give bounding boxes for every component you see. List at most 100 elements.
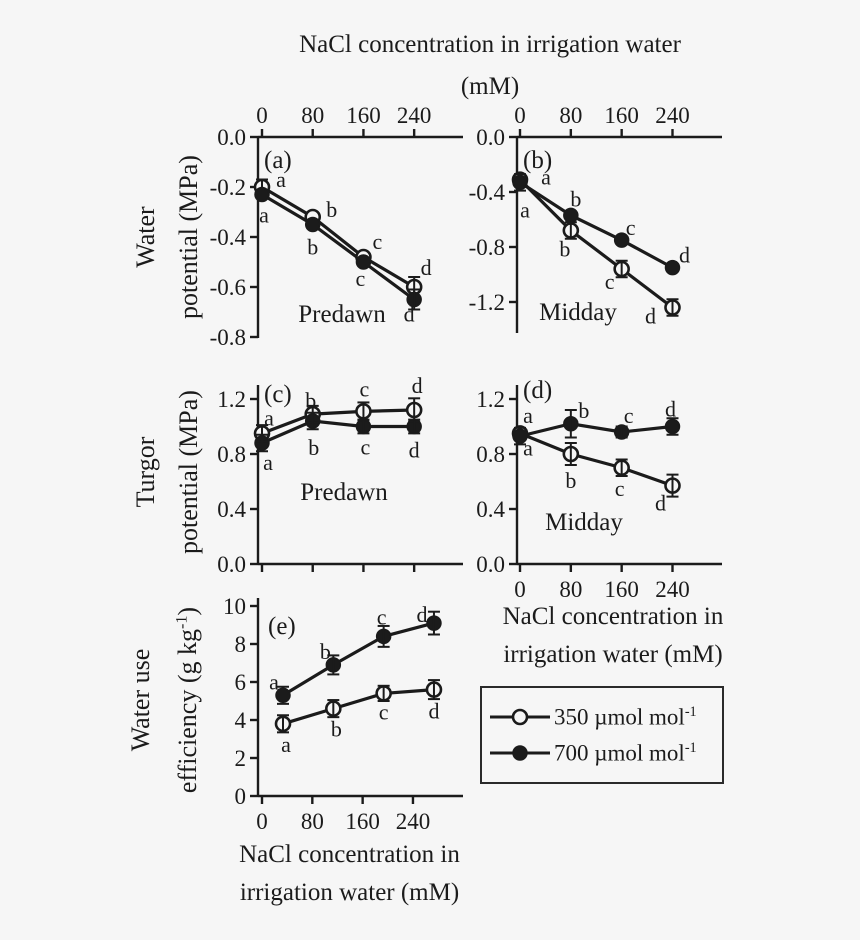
sig-letter: d <box>655 491 666 516</box>
time-of-day-label: Predawn <box>298 301 386 328</box>
sig-letter: d <box>428 699 439 724</box>
legend-label-700-superscript: -1 <box>684 739 697 756</box>
ylabel-wue-line2-close: ) <box>173 606 202 616</box>
panel-letter-label: (c) <box>264 381 292 408</box>
data-point-filled <box>613 232 630 248</box>
sig-letter: b <box>320 639 331 664</box>
series-line-350 <box>261 408 415 435</box>
time-of-day-label: Midday <box>545 509 623 536</box>
legend-row-350: 350 µmol mol-1 <box>489 704 722 731</box>
ylabel-turgor-potential-line1: Turgor <box>131 436 160 508</box>
sig-letter: c <box>605 269 615 294</box>
top-axis-title-line1: NaCl concentration in irrigation water <box>299 31 681 58</box>
sig-letter: a <box>523 435 533 460</box>
series-line-700 <box>519 181 674 270</box>
y-tick-label: 10 <box>223 594 246 619</box>
sig-letter: b <box>331 717 342 742</box>
x-tick-label: 0 <box>514 103 526 128</box>
xlabel-bottom-line1: NaCl concentration in <box>239 841 460 868</box>
series-line-700 <box>519 422 673 438</box>
sig-letter: c <box>360 376 370 401</box>
sig-letter: d <box>416 602 427 627</box>
panel-letter-label: (d) <box>523 377 552 404</box>
legend-label-700-text: 700 µmol mol <box>554 740 685 766</box>
x-tick-label: 160 <box>345 809 380 834</box>
sig-letter: d <box>645 304 656 329</box>
y-tick-label: 8 <box>235 632 247 657</box>
series-line-700 <box>282 621 435 697</box>
y-tick-label: 0.0 <box>476 552 505 577</box>
panel-e: 10 8 6 4 2 00 80 160 240 a b c d a b c d (e) <box>223 594 463 834</box>
series-line-700 <box>261 193 416 301</box>
panel-d: 1.2 0.8 0.4 0.0 0 80 160 240 a b c d a b c d (d) Midday <box>476 377 722 602</box>
y-tick-label: 2 <box>235 746 247 771</box>
legend-marker-700-icon <box>490 745 550 761</box>
y-tick-label: 1.2 <box>476 387 505 412</box>
series-line-350 <box>261 185 415 289</box>
sig-letter: c <box>615 476 625 501</box>
xlabel-bottom-panel: NaCl concentration in irrigation water (… <box>222 836 477 912</box>
sig-letter: a <box>281 732 291 757</box>
x-tick-label: 80 <box>559 577 582 602</box>
x-tick-label: 240 <box>396 809 431 834</box>
x-tick-label: 240 <box>655 103 690 128</box>
ylabel-wue-line2: efficiency (g kg-1) <box>173 607 203 793</box>
legend-label-700: 700 µmol mol-1 <box>554 740 697 767</box>
sig-letter: b <box>565 468 576 493</box>
sig-letter: c <box>624 403 634 428</box>
sig-letter: d <box>421 255 432 280</box>
sig-letter: c <box>379 699 389 724</box>
legend-marker-350-icon <box>490 708 550 726</box>
sig-letter: c <box>626 215 636 240</box>
ylabel-turgor-potential-line2: potential (MPa) <box>174 390 203 554</box>
series-line-700 <box>261 419 415 445</box>
sig-letter: b <box>559 237 570 262</box>
y-tick-label: 1.2 <box>217 387 246 412</box>
ylabel-water-potential-line2: potential (MPa) <box>174 155 203 319</box>
sig-letter: b <box>578 398 589 423</box>
sig-letter: a <box>523 403 533 428</box>
x-tick-label: 160 <box>346 103 381 128</box>
y-tick-label: 4 <box>235 708 247 733</box>
panel-b: 0.0-0.4-0.8-1.20 80 160 240abcdabcd(b)Midda… <box>469 103 722 333</box>
ylabel-wue-line1: Water use <box>126 648 155 752</box>
xlabel-right-line1: NaCl concentration in <box>502 603 724 630</box>
x-tick-label: 240 <box>655 577 690 602</box>
y-tick-label: 0.0 <box>217 125 246 150</box>
series-line-350 <box>282 688 435 726</box>
data-point-filled <box>304 216 321 233</box>
x-tick-label: 80 <box>301 809 324 834</box>
ylabel-wue-superscript: -1 <box>173 615 191 629</box>
y-tick-label: -0.4 <box>210 225 247 250</box>
legend-box: 350 µmol mol-1 700 µmol mol-1 <box>480 686 724 784</box>
panel-c: 1.2 0.8 0.4 0.0 a b c d a b c d (c) Predawn <box>217 373 463 577</box>
sig-letter: c <box>361 435 371 460</box>
panel-letter-label: (b) <box>523 147 552 174</box>
legend-label-350-text: 350 µmol mol <box>554 704 685 730</box>
y-tick-label: 0.8 <box>217 442 246 467</box>
sig-letter: a <box>541 164 551 189</box>
sig-letter: c <box>377 604 387 629</box>
y-tick-label: 0.0 <box>476 125 505 150</box>
sig-letter: a <box>263 450 273 475</box>
y-tick-label: 0 <box>235 784 247 809</box>
y-tick-label: 6 <box>235 670 247 695</box>
sig-letter: a <box>259 203 269 228</box>
y-tick-label: -0.4 <box>469 180 506 205</box>
y-tick-label: 0.8 <box>476 442 505 467</box>
y-tick-label: 0.4 <box>476 497 505 522</box>
x-tick-label: 160 <box>604 577 639 602</box>
legend-row-700: 700 µmol mol-1 <box>489 740 722 767</box>
x-tick-label: 0 <box>256 809 268 834</box>
x-tick-label: 160 <box>604 103 639 128</box>
y-tick-label: 0.0 <box>217 552 246 577</box>
top-axis-title: NaCl concentration in irrigation water (… <box>225 24 755 108</box>
legend-label-350-superscript: -1 <box>684 703 697 720</box>
sig-letter: c <box>373 229 383 254</box>
sig-letter: d <box>412 373 423 398</box>
x-tick-label: 240 <box>397 103 432 128</box>
series-line-350 <box>518 178 674 309</box>
y-tick-label: 0.4 <box>217 497 246 522</box>
